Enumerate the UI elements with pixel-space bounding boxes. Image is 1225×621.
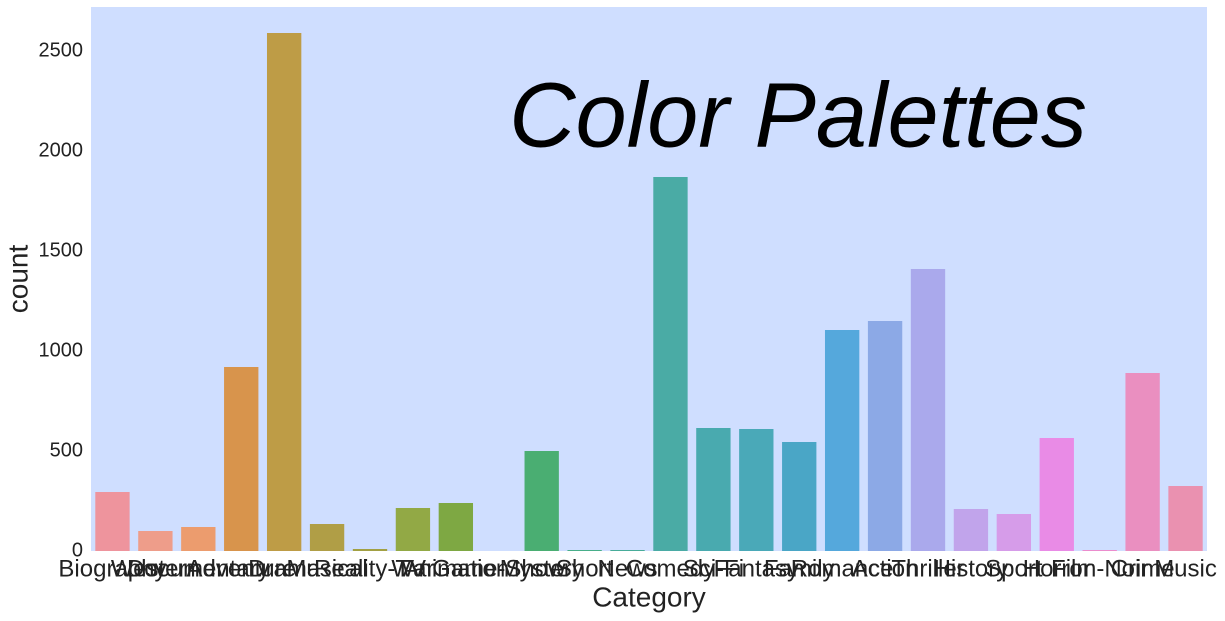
bar	[1082, 550, 1117, 551]
bar	[867, 321, 903, 551]
y-tick-label: 1500	[39, 239, 84, 261]
y-tick-label: 2000	[39, 139, 84, 161]
bar	[696, 428, 731, 551]
x-tick-label: War	[391, 555, 434, 582]
x-tick-label: History	[934, 555, 1009, 582]
y-tick-label: 0	[72, 539, 83, 561]
x-tick-label: Western	[111, 555, 200, 582]
bar	[910, 269, 946, 551]
x-tick-label: Comedy	[626, 555, 715, 582]
x-tick-label: Horror	[1023, 555, 1091, 582]
bar	[438, 503, 474, 551]
x-tick-label: Biography	[58, 555, 166, 582]
x-tick-label: Sport	[985, 555, 1043, 582]
bar	[653, 177, 688, 551]
x-tick-label: Sci-Fi	[683, 555, 744, 582]
bar	[953, 509, 989, 551]
x-tick-label: Reality-TV	[314, 555, 426, 582]
x-tick-label: Fantasy	[714, 555, 799, 582]
bar	[739, 429, 774, 551]
y-tick-label: 2500	[39, 39, 84, 61]
bar	[395, 508, 431, 551]
x-tick-label: Mystery	[500, 555, 584, 582]
bar	[996, 514, 1032, 551]
bar	[1039, 438, 1074, 551]
bar	[524, 451, 559, 551]
x-tick-label: Musical	[286, 555, 367, 582]
y-tick-label: 1000	[39, 339, 84, 361]
x-tick-label: Music	[1154, 555, 1217, 582]
x-tick-label: Adventure	[187, 555, 296, 582]
x-tick-label: Game-Show	[432, 555, 566, 582]
bar	[1168, 486, 1203, 551]
x-tick-label: Thriller	[891, 555, 964, 582]
bar	[610, 550, 645, 551]
y-tick-label: 500	[50, 439, 83, 461]
bar	[138, 531, 173, 551]
x-tick-label: News	[598, 555, 658, 582]
bar	[309, 524, 345, 551]
bar	[824, 330, 860, 551]
x-tick-label: Drama	[248, 555, 321, 582]
x-tick-label: Romance	[791, 555, 894, 582]
bar	[95, 492, 130, 551]
bar	[782, 442, 817, 551]
x-tick-label: Documentary	[127, 555, 270, 582]
bar	[266, 33, 302, 551]
x-tick-label: Action	[852, 555, 919, 582]
x-tick-label: Crime	[1111, 555, 1175, 582]
bar	[1125, 373, 1160, 551]
x-tick-label: Short	[556, 555, 614, 582]
bar	[567, 550, 602, 551]
y-axis-label: count	[2, 245, 33, 314]
x-axis-label: Category	[592, 581, 706, 612]
bar	[181, 527, 216, 551]
annotation: Color Palettes	[509, 64, 1087, 166]
x-tick-label: Family	[764, 555, 835, 582]
bar	[224, 367, 259, 551]
x-tick-label: Film-Noir	[1051, 555, 1148, 582]
bar	[352, 549, 388, 551]
x-tick-label: Animation	[402, 555, 509, 582]
